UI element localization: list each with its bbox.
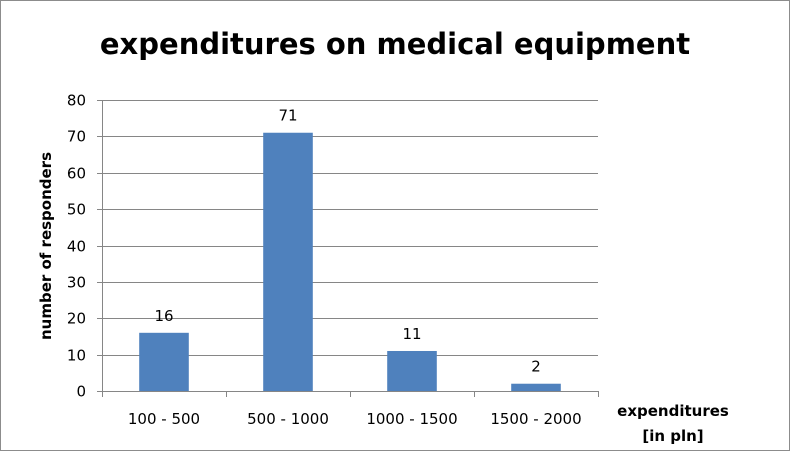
y-tick-label: 50 [67,201,86,219]
y-tick-label: 70 [67,128,86,146]
x-axis-title-line-2: [in pln] [642,427,703,445]
x-axis-title-line-1: expenditures [617,402,729,420]
y-axis-ticks: 0 10 20 30 40 50 60 70 80 [67,92,86,401]
bar-4 [511,383,561,391]
data-labels: 16 71 11 2 [154,107,540,376]
x-tick-label-1: 100 - 500 [128,410,200,428]
y-tick-label: 40 [67,238,86,256]
chart-title: expenditures on medical equipment [100,27,690,61]
y-tick-label: 0 [76,383,86,401]
data-label-1: 16 [154,307,173,325]
y-tick-label: 20 [67,310,86,328]
data-label-2: 71 [278,107,297,125]
data-label-4: 2 [531,358,541,376]
bar-3 [387,350,437,391]
y-tick-label: 60 [67,165,86,183]
x-tick-label-2: 500 - 1000 [247,410,329,428]
y-tick-label: 80 [67,92,86,110]
bar-1 [139,332,189,391]
x-tick-label-3: 1000 - 1500 [366,410,457,428]
x-axis-ticks: 100 - 500 500 - 1000 1000 - 1500 1500 - 200… [102,391,598,428]
data-label-3: 11 [402,325,421,343]
x-tick-label-4: 1500 - 2000 [490,410,581,428]
bar-2 [263,132,313,392]
bars [139,132,561,392]
y-axis-title: number of responders [37,152,55,340]
y-tick-label: 30 [67,274,86,292]
y-tick-label: 10 [67,347,86,365]
